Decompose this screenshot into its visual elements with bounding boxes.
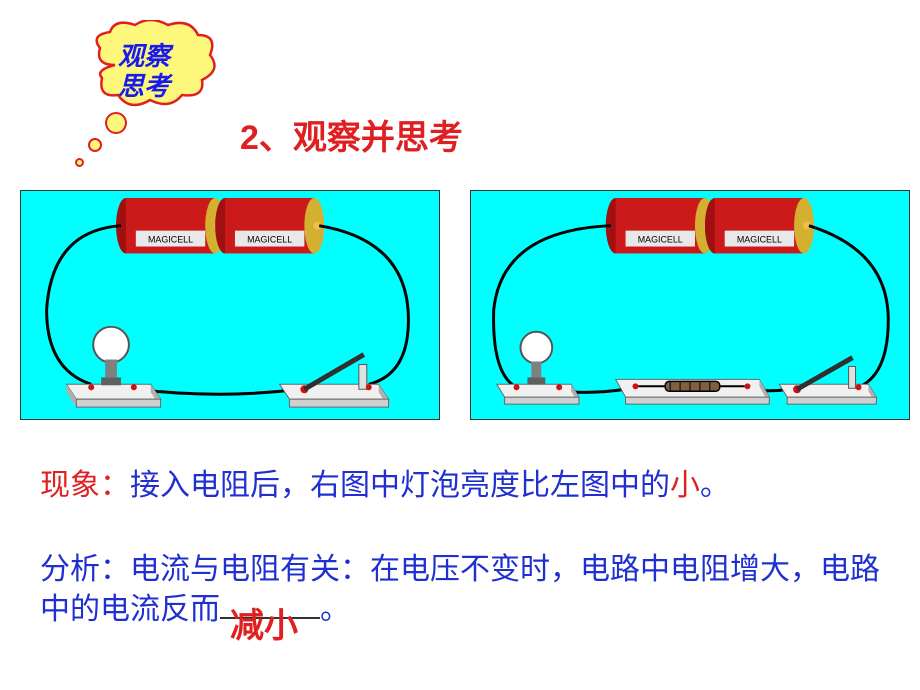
phenomenon-end: 。 <box>700 469 730 502</box>
battery-2: MAGICELL <box>215 198 324 254</box>
bubble-3 <box>75 158 84 167</box>
switch-base-left <box>280 355 389 408</box>
battery-2r: MAGICELL <box>705 198 814 254</box>
battery-1r: MAGICELL <box>606 198 715 254</box>
switch-base-right <box>779 358 876 405</box>
phenomenon-small: 小 <box>670 469 700 502</box>
svg-text:MAGICELL: MAGICELL <box>148 235 193 245</box>
bulb-base-left <box>66 327 160 407</box>
thought-cloud: 观察 思考 <box>80 20 220 130</box>
svg-text:MAGICELL: MAGICELL <box>247 235 292 245</box>
diagram-right-svg: MAGICELL MAGICELL <box>471 191 909 419</box>
cloud-text: 观察 思考 <box>118 42 170 102</box>
bubble-1 <box>105 112 127 134</box>
phenomenon-text: 现象：接入电阻后，右图中灯泡亮度比左图中的小。 <box>40 460 730 504</box>
diagram-right: MAGICELL MAGICELL <box>470 190 910 420</box>
bubble-2 <box>88 138 102 152</box>
battery-1: MAGICELL <box>116 198 225 254</box>
cloud-line1: 观察 <box>118 42 170 71</box>
title-text: 2、观察并思考 <box>240 119 463 157</box>
phenomenon-body: 接入电阻后，右图中灯泡亮度比左图中的 <box>130 469 670 502</box>
svg-text:MAGICELL: MAGICELL <box>737 235 782 245</box>
bulb-base-right <box>497 332 579 404</box>
svg-text:MAGICELL: MAGICELL <box>638 235 683 245</box>
blank-line: 减小 <box>220 617 320 619</box>
diagram-left: MAGICELL MAGICELL <box>20 190 440 420</box>
diagram-left-svg: MAGICELL MAGICELL <box>21 191 439 419</box>
phenomenon-label: 现象： <box>40 469 130 502</box>
cloud-line2: 思考 <box>118 72 170 101</box>
analysis-body: 电流与电阻有关：在电压不变时，电路中电阻增大，电路中的电流反而 <box>40 553 880 626</box>
blank-answer: 减小 <box>230 607 298 647</box>
resistor-base <box>616 379 770 404</box>
analysis-text: 分析：电流与电阻有关：在电压不变时，电路中电阻增大，电路中的电流反而减小。 <box>40 550 880 630</box>
analysis-label: 分析： <box>40 553 130 586</box>
analysis-end: 。 <box>320 593 350 626</box>
circuit-diagrams: MAGICELL MAGICELL <box>20 190 910 420</box>
page-title: 2、观察并思考 <box>240 110 463 159</box>
